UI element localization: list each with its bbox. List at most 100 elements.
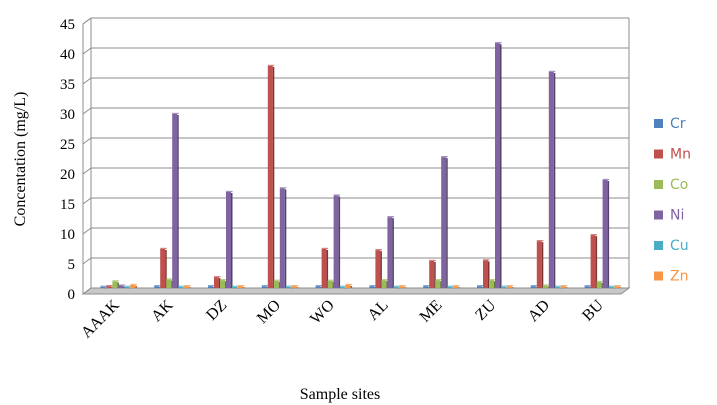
- bar-cu-me: [447, 286, 453, 288]
- bar-top-co-me: [435, 279, 442, 281]
- bar-top-ni-zu: [495, 42, 502, 44]
- bar-side-cr-al: [374, 287, 376, 288]
- bar-top-cu-dz: [232, 285, 239, 287]
- gridline-side: [82, 77, 92, 85]
- bar-mn-ak: [160, 249, 166, 288]
- bar-top-zn-zu: [507, 285, 514, 287]
- bar-mn-wo: [321, 249, 327, 288]
- gridline-side: [82, 167, 92, 175]
- bar-co-al: [381, 280, 387, 288]
- bar-top-mn-al: [375, 249, 382, 251]
- bar-side-cr-aaak: [105, 287, 107, 289]
- bar-side-co-me: [440, 281, 442, 288]
- bar-top-cr-aaak: [100, 285, 107, 287]
- bar-zn-mo: [291, 286, 297, 288]
- bar-side-cu-me: [452, 287, 454, 289]
- bar-top-ni-me: [441, 156, 448, 158]
- bar-ni-mo: [279, 188, 285, 288]
- chart-floor-plane: [81, 287, 631, 295]
- bar-top-cu-zu: [501, 285, 508, 287]
- bar-top-co-dz: [220, 279, 227, 281]
- legend-label-mn: Mn: [670, 147, 691, 163]
- bar-zn-wo: [345, 285, 351, 288]
- bar-top-cr-ad: [530, 285, 538, 287]
- bar-top-ni-aaak: [118, 284, 125, 286]
- bar-co-bu: [596, 282, 602, 288]
- bar-top-cu-bu: [608, 285, 616, 287]
- bar-side-cu-zu: [506, 287, 508, 289]
- bar-side-zn-wo: [350, 286, 353, 288]
- bar-cr-ak: [154, 286, 160, 288]
- bar-top-zn-bu: [614, 285, 622, 287]
- bar-top-zn-me: [453, 285, 460, 287]
- bar-top-co-al: [381, 279, 388, 281]
- bar-top-ni-ak: [172, 112, 179, 114]
- x-tick-label-mo: MO: [254, 297, 284, 327]
- bar-cr-zu: [477, 286, 482, 288]
- bar-top-cu-al: [393, 285, 400, 287]
- bars: [100, 42, 622, 289]
- bar-top-mn-mo: [267, 64, 275, 66]
- bar-top-co-wo: [327, 279, 335, 281]
- bar-side-co-al: [386, 281, 388, 288]
- legend-label-co: Co: [670, 177, 688, 193]
- bar-mn-ad: [536, 241, 542, 288]
- bar-co-mo: [273, 280, 279, 288]
- gridline-side: [82, 197, 92, 205]
- legend-swatch-co: [654, 180, 663, 189]
- bar-side-mn-me: [434, 262, 436, 288]
- y-tick-label: 30: [60, 107, 75, 123]
- bar-top-cu-wo: [339, 285, 347, 287]
- gridline-side: [82, 137, 92, 145]
- bar-side-ni-mo: [284, 189, 287, 288]
- x-tick-label-wo: WO: [307, 297, 338, 328]
- gridline-side: [82, 257, 92, 265]
- gridline-side: [82, 47, 92, 55]
- bar-top-ni-bu: [602, 178, 610, 180]
- bar-side-mn-aaak: [111, 287, 113, 288]
- chart-floor: [81, 287, 631, 295]
- bar-side-ni-me: [446, 158, 448, 288]
- y-tick-label: 25: [60, 137, 75, 153]
- bar-cr-aaak: [100, 286, 106, 288]
- legend-swatch-mn: [654, 149, 663, 159]
- bar-top-co-ad: [542, 284, 550, 286]
- bar-ni-aaak: [118, 285, 124, 288]
- bar-zn-zu: [507, 286, 512, 288]
- bar-top-co-bu: [596, 280, 604, 282]
- bar-ni-me: [441, 157, 447, 288]
- bar-zn-bu: [614, 286, 620, 288]
- bar-mn-aaak: [106, 286, 112, 288]
- bar-cr-al: [369, 286, 375, 288]
- bar-top-ni-dz: [226, 190, 233, 192]
- bar-cr-wo: [315, 286, 321, 288]
- bar-top-cu-me: [447, 285, 454, 287]
- bar-ni-ak: [172, 114, 178, 288]
- bar-top-zn-ak: [184, 285, 191, 287]
- x-tick-label-zu: ZU: [472, 296, 499, 323]
- bar-top-mn-dz: [214, 276, 221, 278]
- bar-cu-al: [393, 286, 399, 288]
- bar-mn-zu: [483, 260, 488, 288]
- bar-side-mn-ak: [165, 250, 167, 288]
- y-tick-label: 10: [60, 227, 75, 243]
- bar-side-cu-wo: [344, 287, 347, 289]
- gridline-side: [82, 287, 92, 295]
- bar-co-me: [435, 280, 441, 288]
- bar-ni-zu: [495, 43, 500, 289]
- bar-co-dz: [220, 280, 225, 288]
- bar-top-mn-me: [429, 259, 436, 261]
- bar-side-co-aaak: [117, 282, 119, 288]
- bar-side-cu-bu: [613, 287, 616, 289]
- legend-swatch-cr: [654, 119, 663, 128]
- bar-side-ni-zu: [500, 44, 502, 289]
- bar-cu-mo: [285, 286, 291, 288]
- legend: Cr Mn Co Ni Cu Zn: [654, 116, 691, 285]
- bar-cr-mo: [261, 286, 267, 288]
- bar-side-cu-ak: [183, 287, 185, 289]
- x-axis-title: Sample sites: [300, 386, 380, 403]
- bar-top-zn-ad: [560, 285, 568, 287]
- y-tick-label: 0: [68, 287, 76, 303]
